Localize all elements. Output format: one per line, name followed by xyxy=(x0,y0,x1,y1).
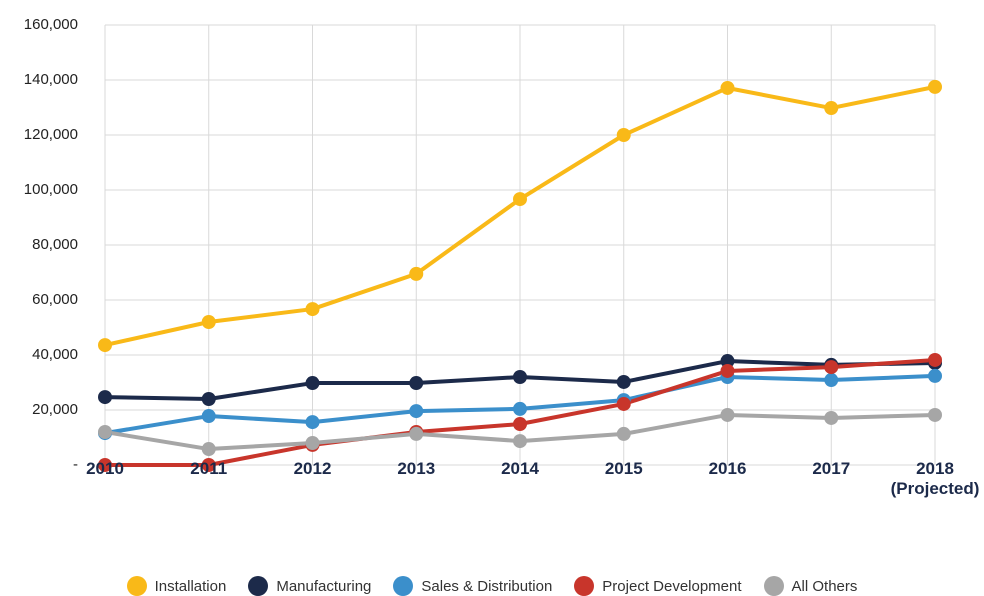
data-point xyxy=(824,360,839,375)
data-point xyxy=(305,436,320,450)
legend: Installation Manufacturing Sales & Distrib… xyxy=(0,576,984,596)
data-point xyxy=(513,370,527,384)
data-point xyxy=(720,80,735,95)
y-tick-label: 120,000 xyxy=(24,126,78,143)
data-point xyxy=(720,363,735,378)
data-point xyxy=(928,79,942,94)
data-point xyxy=(928,368,942,383)
data-point xyxy=(513,417,527,432)
legend-swatch xyxy=(126,576,147,596)
legend-item: All Others xyxy=(763,576,858,596)
data-point xyxy=(409,426,424,441)
y-tick-label: 20,000 xyxy=(32,401,78,418)
legend-label: All Others xyxy=(791,577,858,595)
data-point xyxy=(409,404,424,419)
legend-item: Project Development xyxy=(574,576,742,596)
data-point xyxy=(409,266,424,281)
x-tick-label: 2018 (Projected) xyxy=(890,459,980,498)
legend-swatch xyxy=(574,576,595,596)
x-tick-label: 2012 xyxy=(293,459,332,478)
x-tick-label: 2010 xyxy=(86,459,124,478)
data-point xyxy=(98,458,112,472)
data-point xyxy=(824,101,839,116)
data-point xyxy=(928,352,942,367)
data-point xyxy=(201,458,216,472)
data-point xyxy=(305,376,320,391)
legend-swatch xyxy=(763,576,784,596)
x-tick-label: 2017 xyxy=(812,459,851,478)
data-point xyxy=(720,354,735,369)
data-point xyxy=(201,442,216,457)
data-point xyxy=(720,407,735,422)
y-tick-label: 140,000 xyxy=(24,71,78,88)
data-point xyxy=(616,426,631,441)
legend-label: Manufacturing xyxy=(276,577,372,595)
data-point xyxy=(928,407,942,422)
chart: - 20,000 40,000 60,000 80,000 100,000 120,000 1… xyxy=(24,16,942,473)
x-tick-label: 2014 xyxy=(501,459,539,478)
y-tick-label: - xyxy=(73,456,78,473)
data-point xyxy=(513,192,527,207)
legend-label: Project Development xyxy=(602,577,742,595)
y-tick-label: 80,000 xyxy=(32,236,78,253)
data-point xyxy=(201,315,216,329)
y-tick-label: 60,000 xyxy=(32,291,78,308)
data-point xyxy=(824,373,839,388)
data-point xyxy=(616,128,631,142)
y-tick-label: 100,000 xyxy=(24,181,78,198)
y-tick-label: 40,000 xyxy=(32,346,78,363)
legend-swatch xyxy=(393,576,414,596)
legend-label: Sales & Distribution xyxy=(421,577,553,595)
data-point xyxy=(824,410,839,425)
data-point xyxy=(616,396,631,411)
data-point xyxy=(201,392,216,406)
data-point xyxy=(513,434,527,449)
x-tick-label: 2016 xyxy=(708,459,747,478)
legend-item: Installation xyxy=(126,576,227,596)
data-point xyxy=(409,376,424,391)
x-tick-label: 2011 xyxy=(190,459,228,478)
legend-item: Sales & Distribution xyxy=(393,576,552,596)
data-point xyxy=(98,338,112,353)
data-point xyxy=(305,302,320,317)
data-point xyxy=(616,374,631,389)
legend-swatch xyxy=(248,576,269,596)
data-point xyxy=(305,415,320,430)
data-point xyxy=(98,390,112,405)
data-point xyxy=(98,425,112,439)
data-point xyxy=(513,401,527,416)
x-tick-label: 2013 xyxy=(397,459,436,478)
x-tick-label: 2015 xyxy=(604,459,643,478)
data-point xyxy=(201,409,216,424)
y-tick-label: 160,000 xyxy=(24,16,78,33)
legend-label: Installation xyxy=(154,577,227,595)
legend-item: Manufacturing xyxy=(248,576,371,596)
